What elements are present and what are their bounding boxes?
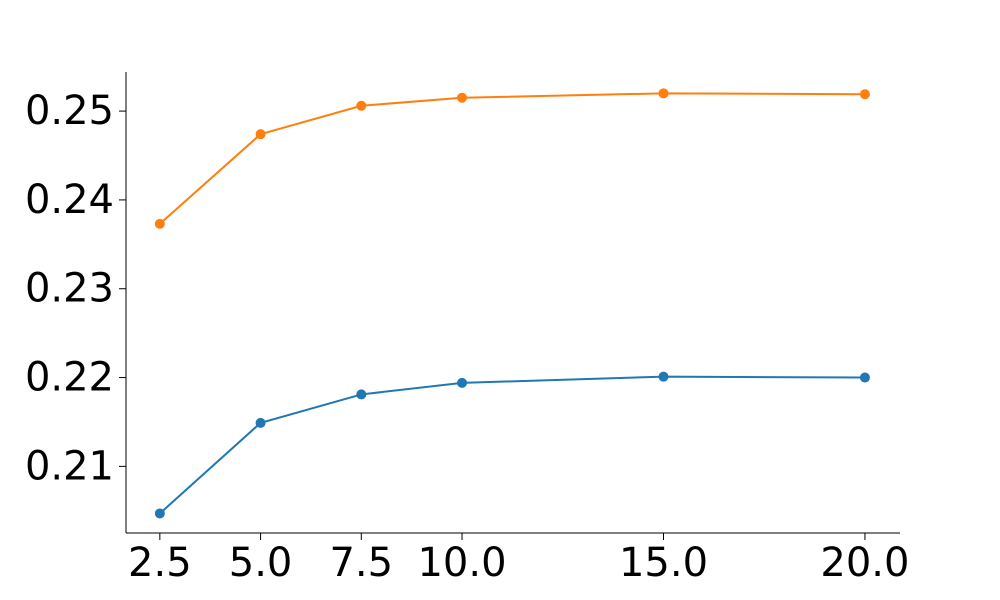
data-point xyxy=(457,377,468,388)
series-line xyxy=(159,92,865,225)
y-tick-label: 0.21 xyxy=(25,443,114,489)
data-point xyxy=(457,92,468,103)
data-point xyxy=(154,508,165,519)
x-tick-label: 15.0 xyxy=(619,540,708,586)
data-point xyxy=(859,372,870,383)
y-tick-label: 0.23 xyxy=(25,266,114,312)
data-point xyxy=(356,389,367,400)
x-tick-label: 5.0 xyxy=(229,540,293,586)
y-tick-label: 0.24 xyxy=(25,177,114,223)
data-point xyxy=(658,88,669,99)
series-line xyxy=(159,375,865,515)
x-tick-label: 2.5 xyxy=(128,540,192,586)
data-point xyxy=(255,129,266,140)
y-tick-label: 0.25 xyxy=(25,88,114,134)
x-tick-label: 20.0 xyxy=(820,540,909,586)
data-point xyxy=(255,417,266,428)
data-point xyxy=(859,89,870,100)
data-point xyxy=(154,218,165,229)
data-point xyxy=(356,100,367,111)
x-tick-label: 7.5 xyxy=(329,540,393,586)
x-tick-label: 10.0 xyxy=(417,540,506,586)
y-tick-label: 0.22 xyxy=(25,355,114,401)
data-point xyxy=(658,371,669,382)
